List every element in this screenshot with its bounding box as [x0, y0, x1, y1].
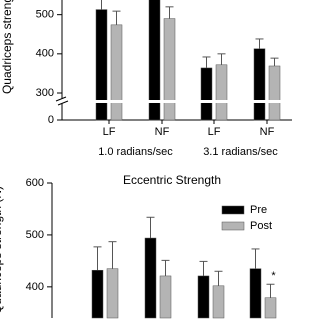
- legend-swatch: [221, 221, 245, 231]
- y-tick-label: 600: [26, 177, 44, 189]
- group-label: 3.1 radians/sec: [203, 146, 278, 158]
- bar: [91, 269, 104, 319]
- axis-break-gap: [200, 100, 228, 103]
- y-axis-label: Quadriceps strength (N): [0, 186, 4, 314]
- bar: [163, 18, 176, 121]
- annotation: *: [271, 270, 276, 282]
- x-tick-label: NF: [260, 126, 275, 138]
- y-tick-label: 400: [26, 281, 44, 293]
- bar: [215, 64, 228, 121]
- axis-break-gap: [253, 100, 281, 103]
- x-tick-label: LF: [103, 126, 116, 138]
- y-tick-label: 500: [26, 229, 44, 241]
- y-axis-label: Quadriceps strength: [0, 0, 14, 94]
- bar: [106, 268, 119, 319]
- legend-swatch: [221, 205, 245, 215]
- bar: [148, 0, 161, 121]
- axis-break-mark: [57, 100, 69, 106]
- bar: [264, 297, 277, 319]
- bar: [249, 268, 262, 319]
- axis-break-gap: [148, 100, 176, 103]
- bar: [144, 237, 157, 319]
- bar: [110, 24, 123, 121]
- bar: [95, 9, 108, 121]
- y-tick-label: 0: [48, 114, 54, 126]
- chart-title: Eccentric Strength: [123, 173, 221, 187]
- axis-break-mark: [56, 99, 68, 103]
- x-tick-label: LF: [208, 126, 221, 138]
- bar: [159, 275, 172, 319]
- x-tick-label: NF: [155, 126, 170, 138]
- bar: [253, 48, 266, 121]
- bar: [197, 275, 210, 319]
- y-tick-label: 300: [36, 87, 54, 99]
- bar: [268, 65, 281, 121]
- group-label: 1.0 radians/sec: [98, 146, 173, 158]
- bar: [212, 285, 225, 319]
- legend-label: Post: [250, 220, 272, 232]
- axis-break-mark: [55, 96, 67, 102]
- y-tick-label: 400: [36, 48, 54, 60]
- axis-break-gap: [95, 100, 123, 103]
- legend-label: Pre: [250, 204, 267, 216]
- y-tick-label: 500: [36, 9, 54, 21]
- bar: [200, 67, 213, 121]
